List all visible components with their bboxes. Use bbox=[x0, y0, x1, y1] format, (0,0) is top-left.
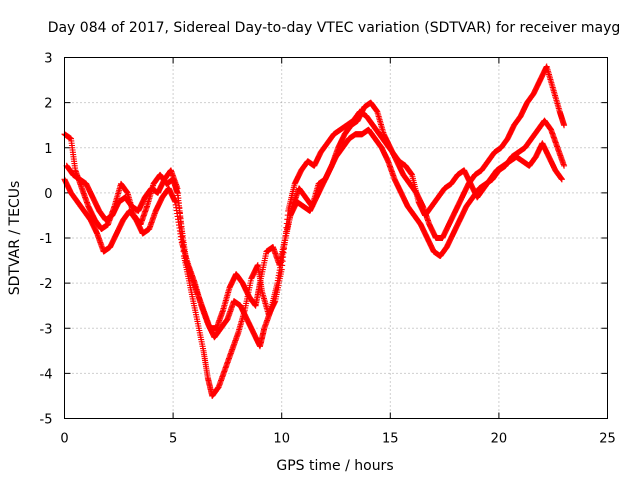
y-tick-label: 1 bbox=[44, 142, 52, 157]
y-tick-label: 0 bbox=[44, 187, 52, 202]
x-tick-label: 25 bbox=[599, 432, 616, 447]
x-tick-label: 20 bbox=[491, 432, 508, 447]
chart-title: Day 084 of 2017, Sidereal Day-to-day VTE… bbox=[48, 20, 621, 36]
x-tick-label: 10 bbox=[273, 432, 290, 447]
plot-frame bbox=[64, 57, 608, 419]
x-tick-label: 0 bbox=[60, 432, 68, 447]
data-point bbox=[561, 122, 568, 129]
x-tick-label: 15 bbox=[382, 432, 399, 447]
y-tick-label: -4 bbox=[40, 367, 53, 382]
series-2 bbox=[61, 117, 568, 350]
y-tick-label: 3 bbox=[44, 52, 52, 67]
y-tick-label: -1 bbox=[40, 232, 53, 247]
y-axis-label: SDTVAR / TECUs bbox=[7, 181, 23, 296]
axis-ticks: 0 5 10 15 20 25 -5 -4 -3 -2 -1 0 1 2 3 bbox=[40, 52, 616, 447]
data-points bbox=[61, 63, 568, 399]
y-tick-label: -2 bbox=[40, 277, 53, 292]
y-tick-label: -3 bbox=[40, 322, 53, 337]
x-axis-label: GPS time / hours bbox=[276, 458, 393, 474]
data-point bbox=[561, 162, 568, 169]
y-tick-label: -5 bbox=[40, 413, 53, 428]
y-tick-label: 2 bbox=[44, 97, 52, 112]
series-3 bbox=[63, 108, 565, 399]
grid-lines bbox=[64, 57, 608, 419]
data-point bbox=[558, 176, 565, 183]
x-tick-label: 5 bbox=[169, 432, 177, 447]
